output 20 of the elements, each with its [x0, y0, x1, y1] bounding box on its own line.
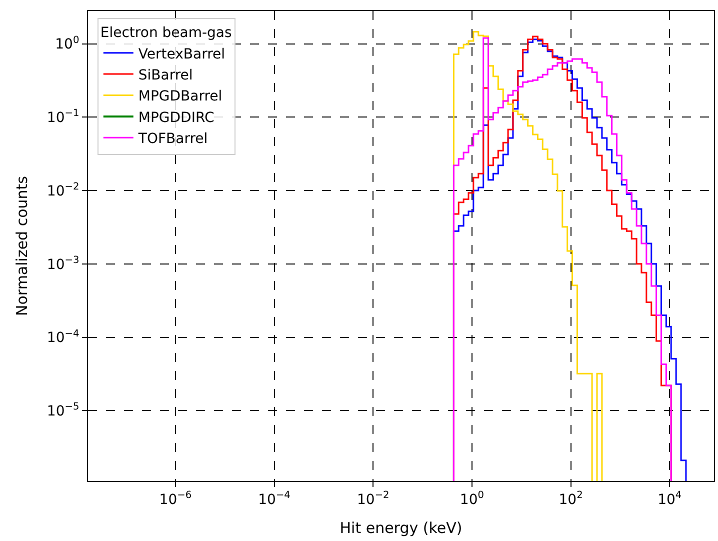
- x-tick-label: 10$^{−2}$: [356, 490, 390, 508]
- legend-label: TOFBarrel: [137, 131, 208, 148]
- x-tick-label: 10$^{0}$: [460, 490, 484, 508]
- y-tick-label: 10$^{−4}$: [46, 328, 80, 346]
- x-tick-label: 10$^{4}$: [658, 490, 682, 508]
- legend-label: MPGDDIRC: [138, 110, 214, 126]
- y-tick-label: 10$^{−5}$: [46, 402, 80, 420]
- x-tick-label: 10$^{−6}$: [159, 490, 192, 508]
- legend-label: SiBarrel: [138, 68, 193, 84]
- y-tick-label: 10$^{−3}$: [46, 254, 80, 273]
- y-tick-label: 10$^{0}$: [55, 34, 80, 53]
- legend-label: VertexBarrel: [138, 46, 226, 62]
- legend-label: MPGDBarrel: [138, 88, 222, 105]
- x-tick-label: 10$^{−4}$: [258, 490, 290, 508]
- x-tick-label: 10$^{2}$: [558, 490, 583, 508]
- legend-title: Electron beam-gas: [100, 25, 232, 42]
- y-axis-title: Normalized counts: [13, 176, 32, 316]
- y-tick-label: 10$^{−1}$: [46, 108, 80, 126]
- y-tick-label: 10$^{−2}$: [46, 182, 80, 200]
- x-axis-title: Hit energy (keV): [340, 518, 462, 537]
